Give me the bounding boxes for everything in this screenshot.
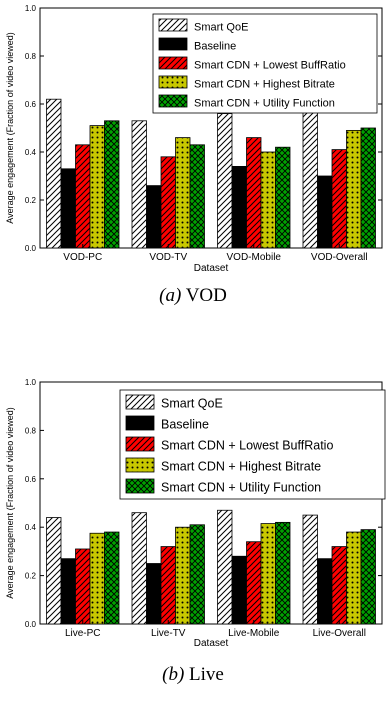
caption-b-label: (b) [162,664,185,685]
y-tick-label: 0.0 [25,620,37,629]
bar-baseline-vod-pc [60,168,76,249]
y-tick-label: 0.4 [25,148,37,157]
legend-label-baseline: Baseline [161,418,209,432]
bar-hatch [275,522,290,624]
bar-hatch [132,512,147,624]
x-axis-label: Dataset [194,263,229,274]
bar-hatch [175,137,190,248]
bar-hatch [361,128,376,248]
bar-baseline-vod-overall [317,175,333,249]
bar-hatch [346,130,361,248]
y-tick-label: 1.0 [25,378,37,387]
bar-hatch [261,523,276,624]
legend-swatch-hatch [159,19,187,31]
bar-hatch [104,532,119,624]
bar-baseline-live-mobile [231,555,247,625]
bar-hatch [75,144,90,248]
x-tick-label: Live-Overall [313,628,366,639]
bar-baseline-live-tv [146,563,162,625]
bar-hatch [132,120,147,248]
bar-hatch [275,147,290,248]
bar-hatch [161,546,176,624]
legend-label-smart-cdn-lowest-buffratio: Smart CDN + Lowest BuffRatio [194,60,346,72]
x-tick-label: VOD-PC [63,252,102,263]
x-tick-label: VOD-TV [149,252,187,263]
bar-hatch [90,125,105,248]
bar-hatch [90,533,105,624]
legend-swatch-hatch [159,76,187,88]
legend-label-smart-qoe: Smart QoE [194,22,248,34]
legend-swatch-hatch [159,57,187,69]
legend-label-baseline: Baseline [194,41,236,53]
caption-a-text: VOD [185,285,227,306]
bar-hatch [246,137,261,248]
x-tick-label: VOD-Overall [311,252,368,263]
legend-label-smart-cdn-highest-bitrate: Smart CDN + Highest Bitrate [161,460,321,474]
legend-swatch-baseline [125,415,155,431]
y-tick-label: 0.2 [25,196,37,205]
bar-baseline-vod-tv [146,185,162,249]
bar-hatch [104,120,119,248]
bar-hatch [217,113,232,248]
bar-hatch [46,517,61,624]
legend-swatch-hatch [126,458,154,472]
y-axis-label: Average engagement (Fraction of video vi… [5,407,15,598]
bar-hatch [332,149,347,248]
bar-hatch [361,529,376,624]
bar-baseline-live-overall [317,558,333,625]
y-tick-label: 0.0 [25,244,37,253]
axes-frame [39,7,383,249]
bar-hatch [175,527,190,624]
legend-box [152,13,378,114]
legend-label-smart-cdn-utility-function: Smart CDN + Utility Function [194,98,335,110]
bar-hatch [190,524,205,624]
bar-baseline-vod-mobile [231,165,247,249]
y-tick-label: 0.8 [25,52,37,61]
bar-hatch [161,156,176,248]
y-tick-label: 0.6 [25,475,37,484]
x-tick-label: Live-TV [151,628,186,639]
legend-swatch-baseline [158,37,188,51]
bar-baseline-live-pc [60,558,76,625]
legend-label-smart-cdn-lowest-buffratio: Smart CDN + Lowest BuffRatio [161,439,333,453]
caption-b: (b) Live [0,664,386,686]
bar-hatch [346,532,361,624]
y-tick-label: 0.6 [25,100,37,109]
y-tick-label: 0.4 [25,523,37,532]
bar-hatch [246,541,261,624]
x-tick-label: Live-PC [65,628,101,639]
legend-label-smart-cdn-utility-function: Smart CDN + Utility Function [161,481,321,495]
bar-hatch [303,515,318,624]
chart-panel-live: 0.0 0.2 0.4 0.6 0.8 1.0 Live-PC Live-TV Live-Mob… [5,378,386,649]
legend-swatch-hatch [126,437,154,451]
bar-hatch [75,548,90,624]
legend-label-smart-qoe: Smart QoE [161,397,223,411]
bar-hatch [332,546,347,624]
bar-hatch [303,106,318,249]
legend-swatch-hatch [126,395,154,409]
bar-hatch [261,152,276,248]
y-tick-label: 0.8 [25,426,37,435]
legend-box [119,389,386,500]
x-tick-label: Live-Mobile [228,628,280,639]
y-tick-label: 1.0 [25,4,37,13]
bar-hatch [190,144,205,248]
chart-panel-vod: 0.0 0.2 0.4 0.6 0.8 1.0 VOD-PC VOD-TV VOD-Mobile… [5,4,383,274]
x-tick-label: VOD-Mobile [227,252,282,263]
axes-frame [39,381,383,625]
caption-b-text: Live [189,664,224,685]
legend-swatch-hatch [126,479,154,493]
caption-a-label: (a) [159,285,182,306]
legend-label-smart-cdn-highest-bitrate: Smart CDN + Highest Bitrate [194,79,335,91]
x-axis-label: Dataset [194,638,229,649]
y-axis-label: Average engagement (Fraction of video vi… [5,32,15,223]
caption-a: (a) VOD [0,285,386,307]
y-tick-label: 0.2 [25,572,37,581]
bar-hatch [217,510,232,624]
bar-hatch [46,99,61,248]
legend-swatch-hatch [159,95,187,107]
